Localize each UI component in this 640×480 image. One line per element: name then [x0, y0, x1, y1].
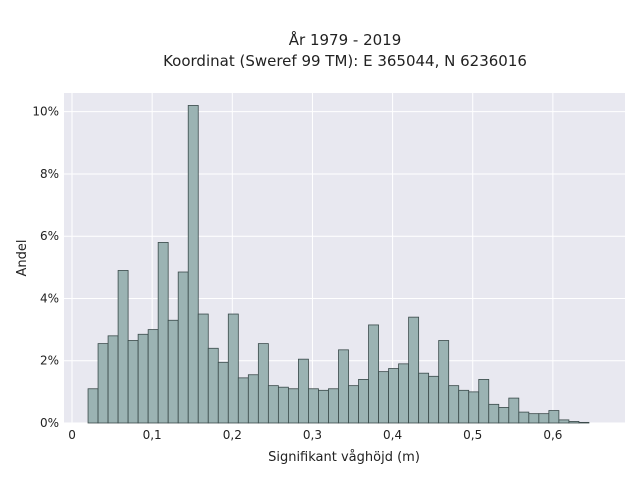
x-tick-label-6: 0,6 — [543, 428, 562, 442]
histogram-bar-4 — [127, 340, 139, 424]
histogram-bar-14 — [227, 313, 239, 424]
chart-subtitle: Koordinat (Sweref 99 TM): E 365044, N 62… — [163, 52, 527, 70]
histogram-bar-45 — [538, 413, 550, 424]
histogram-bar-43 — [518, 411, 530, 424]
histogram-bar-32 — [408, 316, 420, 424]
histogram-bar-23 — [318, 389, 329, 424]
histogram-bar-20 — [287, 388, 299, 424]
histogram-bars — [87, 105, 590, 424]
histogram-bar-40 — [488, 403, 500, 424]
histogram-bar-46 — [548, 410, 560, 424]
histogram-bar-29 — [378, 371, 389, 424]
histogram-bar-34 — [428, 375, 440, 424]
x-axis-ticks: 0 0,1 0,2 0,3 0,4 0,5 0,6 — [68, 428, 562, 442]
y-tick-label-4: 8% — [40, 167, 59, 181]
histogram-bar-48 — [568, 421, 580, 424]
histogram-bar-49 — [578, 421, 590, 424]
histogram-bar-38 — [468, 391, 480, 424]
histogram-bar-31 — [398, 363, 410, 424]
histogram-bar-35 — [438, 340, 450, 424]
histogram-bar-21 — [298, 358, 309, 424]
histogram-bar-3 — [117, 270, 129, 424]
histogram-bar-13 — [217, 361, 229, 424]
x-tick-label-5: 0,5 — [463, 428, 482, 442]
histogram-bar-19 — [277, 386, 289, 424]
histogram-bar-24 — [328, 388, 339, 424]
histogram-bar-39 — [478, 379, 490, 424]
histogram-bar-36 — [448, 385, 460, 424]
x-tick-label-4: 0,4 — [383, 428, 402, 442]
histogram-bar-1 — [97, 343, 109, 424]
histogram-bar-11 — [197, 313, 209, 424]
x-tick-label-0: 0 — [68, 428, 76, 442]
y-tick-label-2: 4% — [40, 291, 59, 305]
histogram-bar-5 — [137, 333, 149, 424]
histogram-bar-37 — [458, 389, 470, 424]
x-axis-label: Signifikant våghöjd (m) — [268, 450, 420, 465]
histogram-bar-18 — [267, 385, 279, 424]
x-tick-label-3: 0,3 — [303, 428, 322, 442]
histogram-bar-25 — [338, 349, 349, 424]
y-tick-label-1: 2% — [40, 354, 59, 368]
histogram-bar-42 — [508, 397, 520, 424]
histogram-bar-41 — [498, 407, 510, 424]
histogram-bar-47 — [558, 419, 570, 424]
histogram-bar-22 — [308, 388, 319, 424]
histogram-bar-26 — [348, 385, 359, 424]
histogram-bar-30 — [388, 368, 399, 424]
histogram-bar-44 — [528, 413, 540, 424]
histogram-bar-17 — [257, 343, 269, 424]
histogram-bar-15 — [237, 377, 249, 424]
histogram-bar-12 — [207, 347, 219, 424]
histogram-bar-27 — [358, 379, 369, 424]
histogram-bar-8 — [167, 319, 179, 424]
y-tick-label-3: 6% — [40, 229, 59, 243]
histogram-bar-10 — [187, 105, 199, 424]
histogram-bar-33 — [418, 372, 430, 424]
histogram-bar-9 — [177, 271, 189, 424]
y-tick-label-5: 10% — [32, 105, 59, 119]
histogram-bar-6 — [147, 329, 159, 424]
x-tick-label-2: 0,2 — [223, 428, 242, 442]
histogram-bar-16 — [247, 374, 259, 424]
x-tick-label-1: 0,1 — [143, 428, 162, 442]
chart-title: År 1979 - 2019 — [289, 30, 402, 49]
histogram-bar-7 — [157, 242, 169, 424]
y-axis-ticks: 0% 2% 4% 6% 8% 10% — [32, 105, 59, 430]
histogram-bar-2 — [107, 335, 119, 424]
histogram-bar-0 — [87, 388, 99, 424]
y-axis-label: Andel — [15, 240, 30, 277]
histogram-bar-28 — [368, 324, 379, 424]
y-tick-label-0: 0% — [40, 416, 59, 430]
